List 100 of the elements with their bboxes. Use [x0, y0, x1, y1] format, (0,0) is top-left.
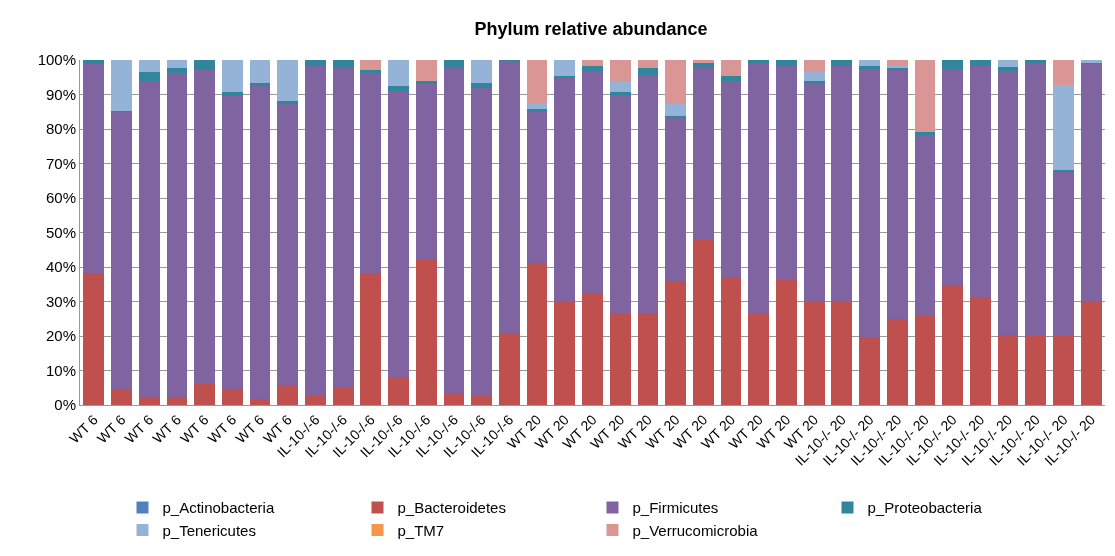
- bar: [526, 109, 548, 112]
- y-tick-label: 80%: [45, 120, 76, 138]
- bar: [526, 263, 548, 405]
- bar: [388, 86, 409, 91]
- bar: [305, 395, 326, 405]
- bar: [332, 68, 354, 388]
- bar: [443, 68, 465, 394]
- bar: [83, 64, 105, 273]
- y-tick-label: 40%: [45, 258, 76, 276]
- bar: [471, 395, 493, 405]
- bar: [111, 112, 132, 391]
- bar: [360, 73, 382, 273]
- bar: [914, 315, 936, 405]
- bar: [914, 134, 936, 316]
- bar: [526, 111, 548, 264]
- bar: [997, 71, 1019, 335]
- y-tick-label: 60%: [45, 189, 76, 207]
- bar: [748, 314, 770, 405]
- bar: [554, 77, 576, 303]
- bar: [692, 63, 714, 69]
- bar: [1053, 336, 1074, 405]
- bar: [443, 60, 465, 69]
- legend-label: p_Actinobacteria: [162, 499, 275, 517]
- bar: [886, 319, 908, 405]
- bar: [1053, 85, 1074, 171]
- bar: [637, 74, 659, 313]
- bar: [554, 75, 576, 78]
- bar: [914, 60, 936, 133]
- bar: [776, 279, 797, 405]
- y-tick-label: 90%: [45, 85, 76, 103]
- bar: [1025, 63, 1047, 336]
- bar: [277, 386, 299, 405]
- bar: [831, 65, 853, 303]
- bar: [249, 83, 271, 87]
- legend-label: p_TM7: [397, 521, 445, 539]
- legend-label: p_Proteobacteria: [867, 499, 983, 517]
- bar: [803, 60, 825, 73]
- y-tick-label: 20%: [45, 327, 76, 345]
- bar: [886, 70, 908, 320]
- bar: [1025, 60, 1047, 64]
- bar: [415, 81, 437, 85]
- bar: [221, 60, 243, 92]
- bar: [720, 276, 742, 405]
- bar: [249, 60, 271, 84]
- bar: [720, 81, 742, 277]
- legend-label: p_Verrucomicrobia: [632, 521, 759, 539]
- bar: [166, 73, 188, 397]
- bar: [665, 117, 686, 282]
- bar: [360, 272, 382, 405]
- bar: [859, 65, 880, 69]
- bar: [831, 60, 853, 66]
- bar: [277, 60, 299, 102]
- bar: [720, 60, 742, 76]
- bar: [692, 68, 714, 241]
- bar: [859, 337, 880, 405]
- bar: [969, 298, 991, 405]
- bar: [166, 60, 188, 68]
- y-tick-label: 70%: [45, 154, 76, 172]
- bar: [526, 103, 548, 110]
- bar: [194, 60, 216, 71]
- bar: [138, 60, 160, 73]
- bar: [526, 60, 548, 104]
- bar: [969, 66, 991, 299]
- bar: [609, 91, 631, 95]
- bar: [942, 60, 964, 69]
- y-tick-label: 100%: [37, 51, 76, 69]
- bar: [637, 60, 659, 69]
- bar: [111, 390, 132, 405]
- bar: [277, 103, 299, 387]
- bar: [803, 302, 825, 405]
- bar: [609, 82, 631, 92]
- bar: [803, 81, 825, 84]
- bar: [83, 60, 105, 65]
- y-tick-label: 0%: [54, 396, 76, 414]
- bar: [803, 83, 825, 303]
- bar: [388, 60, 409, 87]
- bar: [443, 393, 465, 405]
- bar: [499, 60, 520, 334]
- bar: [554, 302, 576, 405]
- bar: [305, 60, 326, 67]
- bar: [582, 60, 603, 66]
- bar: [969, 60, 991, 67]
- bar: [914, 132, 936, 135]
- bar: [388, 378, 409, 405]
- bar: [748, 63, 770, 315]
- bar: [138, 81, 160, 397]
- legend-label: p_Tenericutes: [162, 521, 256, 539]
- bar: [859, 60, 880, 66]
- bar: [665, 281, 686, 405]
- bar: [1080, 64, 1102, 303]
- bar: [249, 399, 271, 405]
- bar: [415, 84, 437, 260]
- bar: [471, 88, 493, 396]
- bar: [776, 65, 797, 280]
- bar: [609, 94, 631, 313]
- bar: [776, 60, 797, 66]
- bar: [332, 60, 354, 69]
- y-tick-label: 30%: [45, 292, 76, 310]
- chart-title: Phylum relative abundance: [474, 18, 708, 39]
- bar: [942, 68, 964, 285]
